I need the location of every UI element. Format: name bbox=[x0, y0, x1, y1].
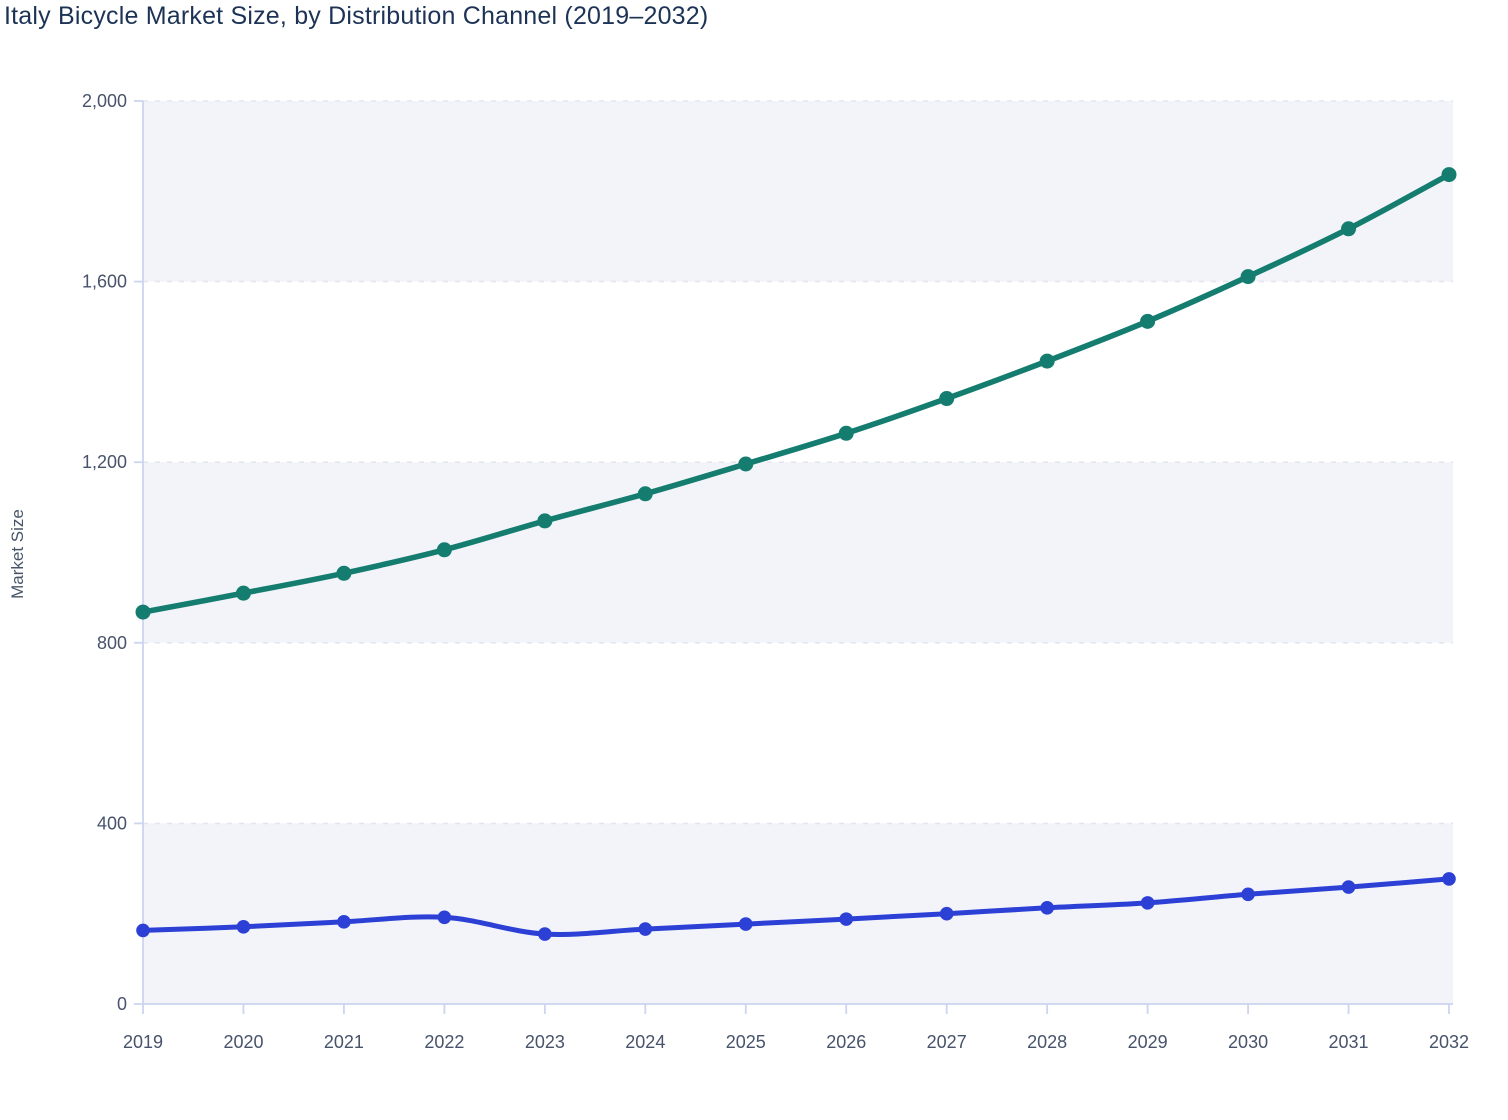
x-tick-label: 2021 bbox=[324, 1032, 364, 1052]
plot-shaded-bands bbox=[143, 101, 1453, 1004]
blue-line-series-point[interactable] bbox=[1341, 880, 1356, 894]
blue-line-series-point[interactable] bbox=[437, 910, 452, 925]
y-tick-label: 800 bbox=[97, 633, 127, 653]
gridlines bbox=[143, 100, 1453, 825]
x-tick-label: 2019 bbox=[123, 1032, 163, 1052]
y-axis-labels: 0 400 800 1,200 1,600 2,000 bbox=[82, 91, 127, 1014]
blue-line-series-point[interactable] bbox=[738, 917, 753, 931]
blue-line-series-point[interactable] bbox=[236, 919, 251, 934]
teal-line-series-point[interactable] bbox=[1039, 353, 1055, 369]
x-tick-label: 2030 bbox=[1228, 1032, 1268, 1052]
y-tick-label: 1,200 bbox=[82, 452, 127, 472]
plot-band bbox=[143, 823, 1453, 1004]
plot-band bbox=[143, 462, 1453, 643]
x-tick-label: 2023 bbox=[525, 1032, 565, 1052]
x-tick-label: 2024 bbox=[625, 1032, 665, 1052]
teal-line-series-point[interactable] bbox=[637, 486, 653, 502]
teal-line-series-point[interactable] bbox=[1240, 269, 1256, 285]
teal-line-series-point[interactable] bbox=[939, 391, 955, 407]
blue-line-series-point[interactable] bbox=[1040, 901, 1054, 915]
teal-line-series-point[interactable] bbox=[235, 585, 251, 601]
y-tick-label: 0 bbox=[117, 994, 127, 1014]
axes bbox=[142, 101, 1453, 1005]
x-tick-label: 2028 bbox=[1027, 1032, 1067, 1052]
blue-line-series-path bbox=[140, 876, 1452, 937]
blue-line-series-point[interactable] bbox=[538, 927, 552, 941]
blue-line-series-point[interactable] bbox=[1442, 872, 1456, 886]
x-tick-label: 2032 bbox=[1429, 1032, 1469, 1052]
blue-line-series-point[interactable] bbox=[1241, 887, 1255, 902]
teal-line-series-point[interactable] bbox=[336, 565, 352, 581]
teal-line-series-point[interactable] bbox=[436, 542, 452, 558]
blue-line-series-point[interactable] bbox=[839, 912, 854, 926]
y-tick-label: 1,600 bbox=[82, 272, 127, 292]
blue-line-series-point[interactable] bbox=[337, 915, 351, 929]
teal-line-series-point[interactable] bbox=[838, 425, 854, 441]
teal-line-series-point[interactable] bbox=[738, 456, 754, 472]
tick-marks bbox=[134, 100, 1450, 1014]
x-tick-label: 2026 bbox=[826, 1032, 866, 1052]
x-tick-label: 2020 bbox=[223, 1032, 263, 1052]
blue-line-series bbox=[136, 872, 1456, 941]
x-tick-label: 2022 bbox=[424, 1032, 464, 1052]
x-tick-label: 2027 bbox=[927, 1032, 967, 1052]
teal-line-series-point[interactable] bbox=[537, 513, 553, 529]
blue-line-series-point[interactable] bbox=[136, 923, 150, 938]
y-tick-label: 2,000 bbox=[82, 91, 127, 111]
teal-line-series-path bbox=[140, 171, 1452, 615]
teal-line-series-point[interactable] bbox=[1140, 313, 1156, 329]
x-axis-labels: 2019 2020 2021 2022 2023 2024 2025 2026 2027 2028… bbox=[123, 1032, 1469, 1052]
x-tick-label: 2025 bbox=[726, 1032, 766, 1052]
plot-band bbox=[143, 101, 1453, 282]
teal-line-series bbox=[135, 167, 1457, 620]
teal-line-series-point[interactable] bbox=[1441, 167, 1457, 183]
x-tick-label: 2031 bbox=[1329, 1032, 1369, 1052]
blue-line-series-markers bbox=[136, 872, 1456, 941]
teal-line-series-point[interactable] bbox=[1341, 221, 1357, 237]
chart-title: Italy Bicycle Market Size, by Distributi… bbox=[4, 2, 709, 30]
teal-line-series-markers bbox=[135, 167, 1457, 620]
teal-line-series-point[interactable] bbox=[135, 604, 151, 620]
blue-line-series-point[interactable] bbox=[939, 906, 954, 921]
blue-line-series-point[interactable] bbox=[638, 922, 653, 936]
blue-line-series-point[interactable] bbox=[1140, 896, 1155, 910]
x-tick-label: 2029 bbox=[1128, 1032, 1168, 1052]
y-tick-label: 400 bbox=[97, 813, 127, 833]
